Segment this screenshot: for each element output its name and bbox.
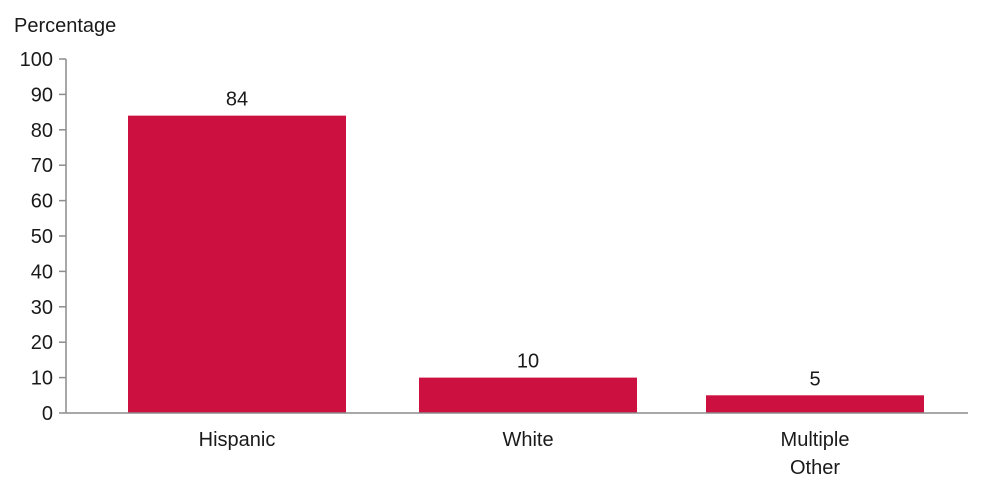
data-label: 84 [226, 89, 248, 111]
y-tick-label: 20 [31, 332, 53, 354]
y-tick-label: 80 [31, 120, 53, 142]
y-tick-label: 40 [31, 261, 53, 283]
data-label: 5 [809, 368, 820, 390]
data-labels-group: 84 10 5 [226, 89, 821, 391]
x-category-label: White [502, 429, 553, 451]
data-label: 10 [517, 351, 539, 373]
y-tick-label: 0 [42, 403, 53, 425]
y-tick-label: 30 [31, 297, 53, 319]
y-axis-title: Percentage [14, 15, 116, 37]
y-tick-label: 90 [31, 84, 53, 106]
bar-hispanic [128, 115, 346, 413]
bar-multiple-other [706, 395, 924, 413]
x-category-label: Hispanic [199, 429, 276, 451]
y-tick-label: 100 [20, 49, 53, 71]
x-category-label: Multiple Other [781, 429, 850, 477]
y-tick-label: 60 [31, 191, 53, 213]
y-tick-label: 50 [31, 226, 53, 248]
y-ticks-group: 0 10 20 30 40 50 60 70 80 90 100 [20, 49, 66, 425]
bar-white [419, 377, 637, 413]
x-labels-group: Hispanic White Multiple Other [199, 429, 850, 477]
bars-group [128, 115, 924, 413]
y-tick-label: 10 [31, 368, 53, 390]
y-tick-label: 70 [31, 155, 53, 177]
